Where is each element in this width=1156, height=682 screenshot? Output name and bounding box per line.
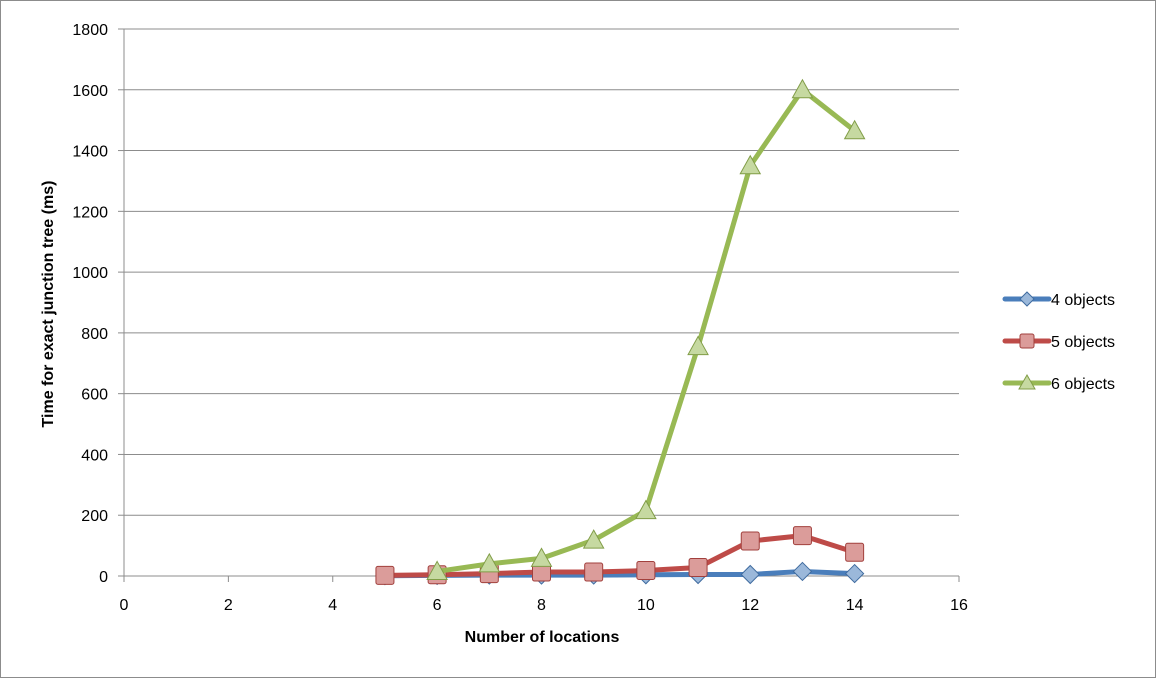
data-point <box>740 564 760 585</box>
y-axis-title: Time for exact junction tree (ms) <box>40 181 57 428</box>
data-point <box>739 154 762 175</box>
legend-marker <box>1018 373 1036 390</box>
y-tick-labels: 0 200 400 600 800 1000 1200 1400 1600 1800 <box>72 22 108 586</box>
data-point <box>792 526 812 546</box>
series-line <box>434 87 858 574</box>
data-point <box>635 499 657 520</box>
y-tick-label: 200 <box>81 508 108 525</box>
data-point <box>584 562 604 582</box>
y-tick-label: 600 <box>81 387 108 404</box>
y-tick-label: 1800 <box>72 22 108 39</box>
x-tick-label: 14 <box>846 597 864 614</box>
x-tick-label: 12 <box>741 597 759 614</box>
x-tick-label: 16 <box>950 597 968 614</box>
x-tick-label: 2 <box>224 597 233 614</box>
data-point <box>530 547 553 567</box>
x-tick-label: 6 <box>433 597 442 614</box>
legend-marker <box>1019 333 1035 349</box>
legend-marker <box>1019 291 1035 307</box>
data-point <box>844 563 865 584</box>
data-point <box>582 529 605 549</box>
y-tick-label: 1400 <box>72 144 108 161</box>
legend: 4 objects 5 objects 6 objects <box>1002 291 1115 393</box>
y-tick-label: 800 <box>81 326 108 343</box>
series-line <box>382 533 858 578</box>
legend-label: 5 objects <box>1051 334 1115 351</box>
data-point <box>375 565 395 585</box>
data-point <box>740 531 760 551</box>
data-point <box>845 542 865 562</box>
data-point <box>478 552 501 573</box>
y-tick-label: 400 <box>81 447 108 464</box>
legend-entry: 5 objects <box>1002 333 1115 351</box>
legend-entry: 4 objects <box>1002 291 1115 309</box>
x-tick-label: 4 <box>328 597 337 614</box>
data-point <box>688 557 708 577</box>
x-tick-label: 8 <box>537 597 546 614</box>
y-tick-label: 0 <box>99 569 108 586</box>
y-tick-label: 1200 <box>72 204 108 221</box>
series-3 <box>426 78 866 580</box>
data-point <box>791 78 814 99</box>
x-tick-label: 10 <box>637 597 655 614</box>
legend-label: 4 objects <box>1051 292 1115 309</box>
x-tick-labels: 0 2 4 6 8 10 12 14 16 <box>120 597 968 614</box>
data-point <box>426 560 448 580</box>
legend-label: 6 objects <box>1051 376 1115 393</box>
grid-lines <box>124 28 959 516</box>
data-point <box>792 561 813 582</box>
data-point <box>636 561 656 581</box>
series-group <box>375 78 866 586</box>
x-axis-title: Number of locations <box>465 629 620 646</box>
x-tick-label: 0 <box>120 597 129 614</box>
data-point <box>843 119 866 140</box>
legend-entry: 6 objects <box>1002 373 1115 393</box>
y-tick-label: 1600 <box>72 83 108 100</box>
series-2 <box>375 526 865 585</box>
data-point <box>687 335 709 356</box>
y-tick-label: 1000 <box>72 265 108 282</box>
